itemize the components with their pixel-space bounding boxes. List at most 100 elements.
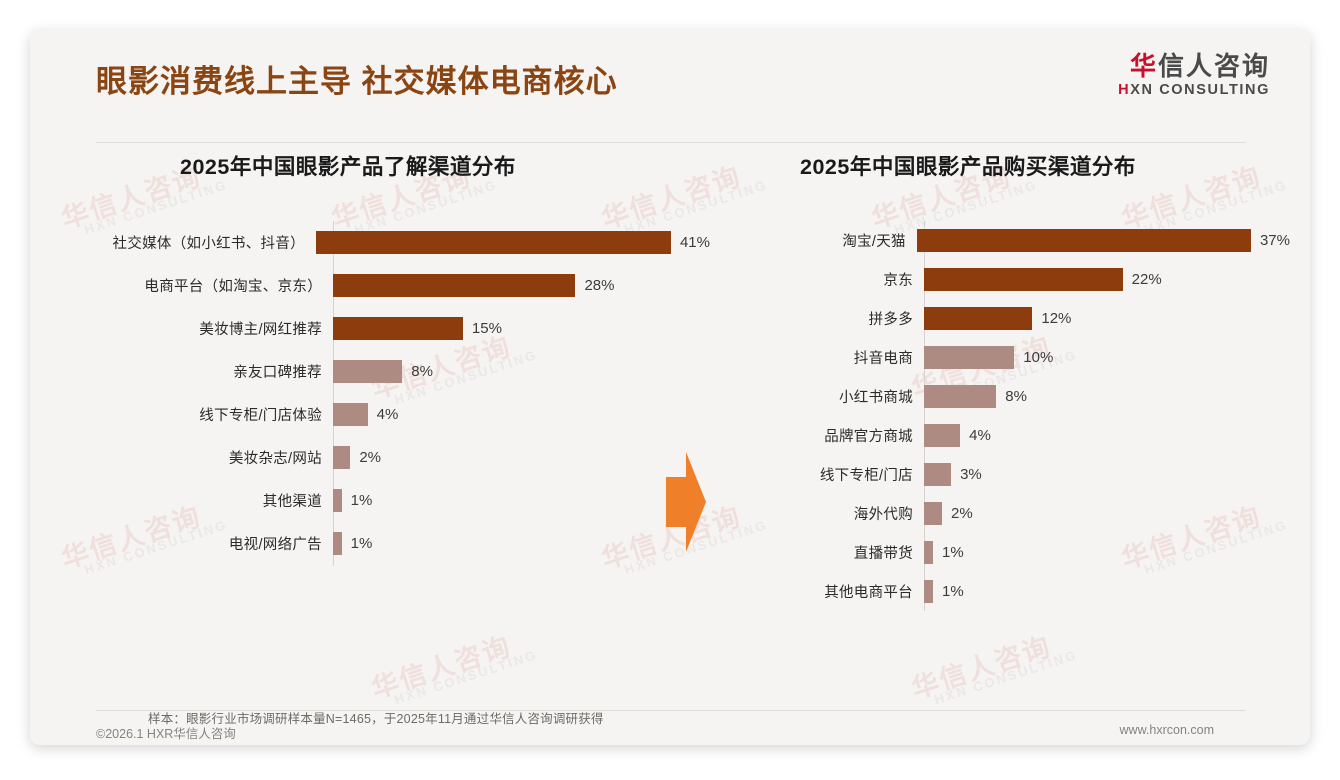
category-label: 小红书商城 <box>839 390 913 406</box>
slide-card: 华信人咨询 HXN CONSULTING 华信人咨询 HXN CONSULTING 华信… <box>30 30 1310 745</box>
category-label: 直播带货 <box>853 546 913 562</box>
bar-row: 美妆杂志/网站 2% <box>70 436 710 479</box>
bar <box>924 541 934 564</box>
bar-row: 其他电商平台 1% <box>730 572 1290 611</box>
slide-footer: ©2026.1 HXR华信人咨询 www.hxrcon.com <box>30 718 1310 745</box>
category-label: 其他渠道 <box>262 494 322 510</box>
value-label: 1% <box>350 492 373 509</box>
category-label: 亲友口碑推荐 <box>233 365 322 381</box>
value-label: 10% <box>1023 349 1054 366</box>
bar-row: 其他渠道 1% <box>70 479 710 522</box>
value-label: 4% <box>969 427 991 444</box>
bar <box>924 580 934 603</box>
bar <box>924 502 943 525</box>
bar-row: 线下专柜/门店体验 4% <box>70 393 710 436</box>
category-label: 电商平台（如淘宝、京东） <box>144 279 322 295</box>
value-label: 3% <box>960 466 982 483</box>
value-label: 37% <box>1259 232 1290 249</box>
value-label: 1% <box>942 544 964 561</box>
y-axis-line-right <box>924 221 925 611</box>
category-label: 京东 <box>883 273 913 289</box>
value-label: 2% <box>359 449 381 466</box>
bar <box>333 317 463 340</box>
category-label: 美妆杂志/网站 <box>228 451 322 467</box>
category-label: 电视/网络广告 <box>228 537 322 553</box>
bar-row: 抖音电商 10% <box>730 338 1290 377</box>
logo-cn-highlight: 华 <box>1129 51 1158 81</box>
category-label: 线下专柜/门店体验 <box>199 408 322 424</box>
chart-title-right: 2025年中国眼影产品购买渠道分布 <box>800 155 1136 179</box>
logo-en-highlight: H <box>1118 81 1131 98</box>
logo-en-rest: XN CONSULTING <box>1130 81 1270 98</box>
right-arrow-icon <box>666 452 706 552</box>
value-label: 8% <box>411 363 433 380</box>
bar <box>333 446 351 469</box>
company-logo: 华信人咨询 HXN CONSULTING <box>1118 52 1270 98</box>
bar-row: 电商平台（如淘宝、京东） 28% <box>70 264 710 307</box>
bar-rows-left: 社交媒体（如小红书、抖音） 41% 电商平台（如淘宝、京东） 28% 美妆博主/网红推荐… <box>70 221 710 565</box>
bar <box>924 424 961 447</box>
category-label: 其他电商平台 <box>824 585 913 601</box>
y-axis-line-left <box>333 221 334 566</box>
logo-cn-rest: 信人咨询 <box>1157 51 1270 81</box>
page-title: 眼影消费线上主导 社交媒体电商核心 <box>96 64 618 99</box>
value-label: 12% <box>1041 310 1072 327</box>
category-label: 品牌官方商城 <box>824 429 913 445</box>
copyright-text: ©2026.1 HXR华信人咨询 <box>96 727 236 741</box>
bar <box>333 489 342 512</box>
category-label: 淘宝/天猫 <box>842 234 906 250</box>
category-label: 拼多多 <box>868 312 913 328</box>
bar <box>333 360 403 383</box>
value-label: 41% <box>679 234 710 251</box>
bar-row: 亲友口碑推荐 8% <box>70 350 710 393</box>
charts-area: 2025年中国眼影产品了解渠道分布 社交媒体（如小红书、抖音） 41% 电商平台（如… <box>30 150 1310 690</box>
logo-chinese-text: 华信人咨询 <box>1118 52 1270 81</box>
bar-row: 线下专柜/门店 3% <box>730 455 1290 494</box>
logo-english-text: HXN CONSULTING <box>1118 82 1270 98</box>
chart-plot-right: 淘宝/天猫 37% 京东 22% 拼多多 12% 抖音电商 10% 小红书商城 8% 品牌官方商城 4… <box>730 221 1290 611</box>
bar-row: 美妆博主/网红推荐 15% <box>70 307 710 350</box>
sample-note: 样本：眼影行业市场调研样本量N=1465，于2025年11月通过华信人咨询调研获… <box>148 712 604 726</box>
bar <box>333 532 342 555</box>
bar-row: 电视/网络广告 1% <box>70 522 710 565</box>
value-label: 1% <box>350 535 373 552</box>
chart-panel-purchase: 2025年中国眼影产品购买渠道分布 淘宝/天猫 37% 京东 22% 拼多多 12% 抖音电… <box>730 150 1290 611</box>
chart-title-left: 2025年中国眼影产品了解渠道分布 <box>180 155 516 179</box>
bar <box>315 231 671 254</box>
bar <box>924 268 1123 291</box>
bar <box>333 403 368 426</box>
bar-row: 小红书商城 8% <box>730 377 1290 416</box>
website-text: www.hxrcon.com <box>1119 723 1214 737</box>
bar-row: 京东 22% <box>730 260 1290 299</box>
bar-row: 直播带货 1% <box>730 533 1290 572</box>
bar <box>333 274 576 297</box>
value-label: 15% <box>471 320 502 337</box>
footer-divider <box>96 710 1246 711</box>
value-label: 4% <box>376 406 399 423</box>
category-label: 社交媒体（如小红书、抖音） <box>112 236 305 252</box>
bar-row: 拼多多 12% <box>730 299 1290 338</box>
bar-rows-right: 淘宝/天猫 37% 京东 22% 拼多多 12% 抖音电商 10% 小红书商城 8% 品牌官方商城 4… <box>730 221 1290 611</box>
category-label: 美妆博主/网红推荐 <box>199 322 322 338</box>
chart-plot-left: 社交媒体（如小红书、抖音） 41% 电商平台（如淘宝、京东） 28% 美妆博主/网红推荐… <box>70 221 710 566</box>
bar-row: 品牌官方商城 4% <box>730 416 1290 455</box>
bar <box>924 385 997 408</box>
value-label: 28% <box>584 277 615 294</box>
bar <box>924 346 1015 369</box>
bar <box>916 229 1251 252</box>
value-label: 2% <box>951 505 973 522</box>
bar-row: 社交媒体（如小红书、抖音） 41% <box>70 221 710 264</box>
value-label: 8% <box>1005 388 1027 405</box>
bar-row: 海外代购 2% <box>730 494 1290 533</box>
value-label: 1% <box>942 583 964 600</box>
category-label: 线下专柜/门店 <box>819 468 913 484</box>
bar <box>924 463 952 486</box>
slide-header: 眼影消费线上主导 社交媒体电商核心 华信人咨询 HXN CONSULTING <box>30 30 1310 120</box>
bar-row: 淘宝/天猫 37% <box>730 221 1290 260</box>
bar <box>924 307 1033 330</box>
category-label: 海外代购 <box>853 507 913 523</box>
category-label: 抖音电商 <box>853 351 913 367</box>
chart-panel-awareness: 2025年中国眼影产品了解渠道分布 社交媒体（如小红书、抖音） 41% 电商平台（如… <box>70 150 710 566</box>
header-divider <box>96 142 1246 143</box>
value-label: 22% <box>1131 271 1162 288</box>
